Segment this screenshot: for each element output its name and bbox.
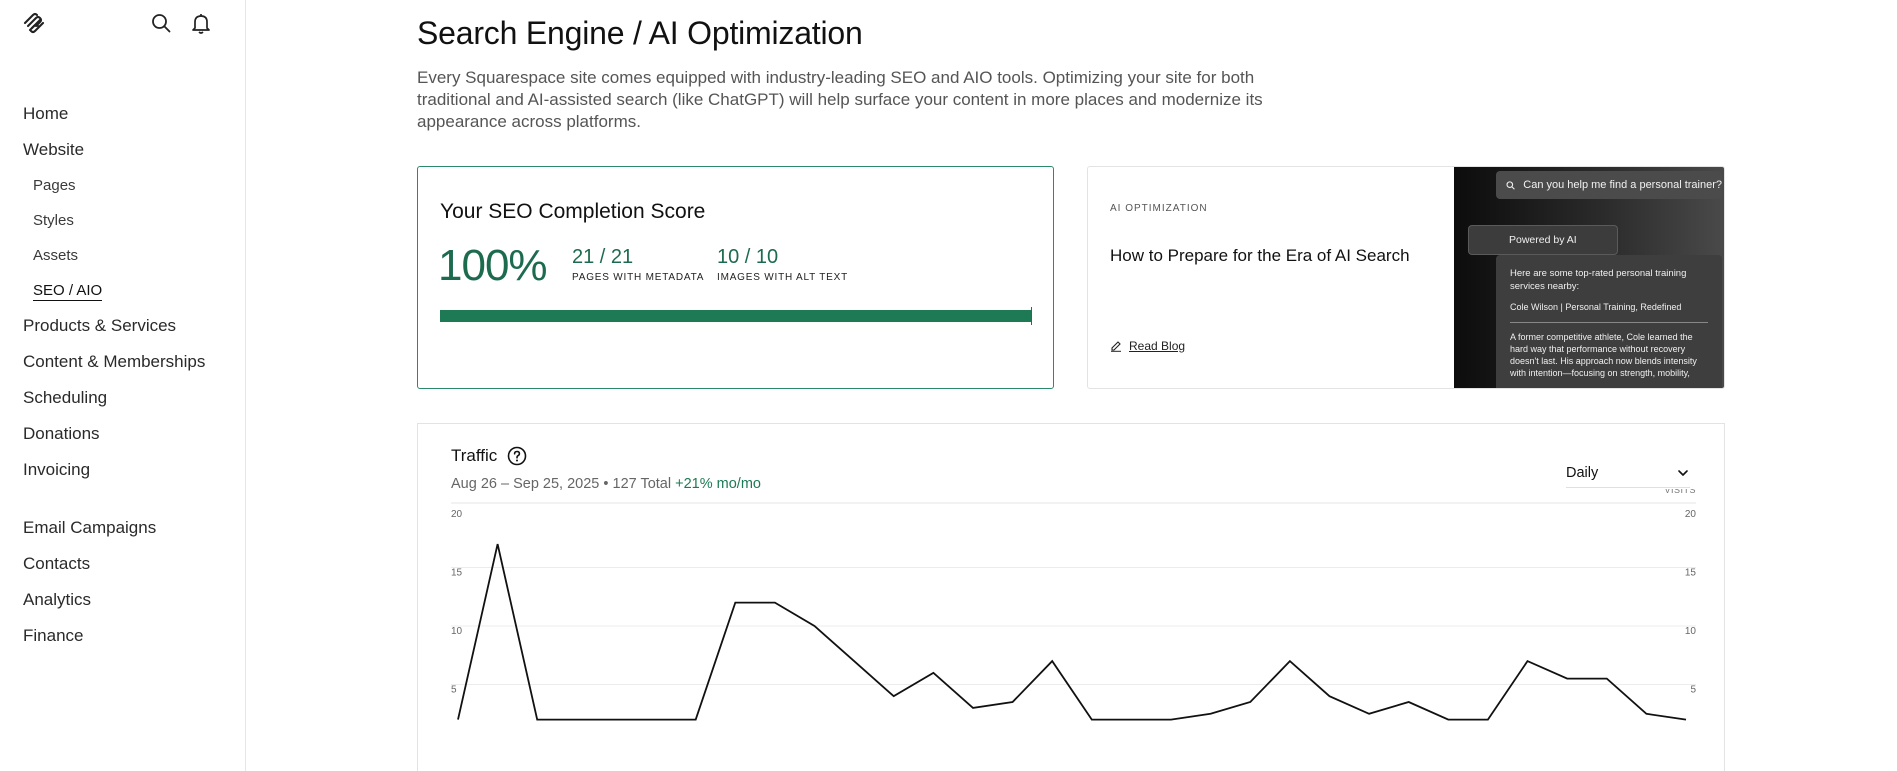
- chart-tick-left: 20: [451, 509, 463, 520]
- traffic-header: Traffic: [451, 446, 527, 466]
- stat-value: 21 / 21: [572, 246, 634, 268]
- chart-tick-left: 15: [451, 568, 463, 579]
- range-select-value: Daily: [1566, 464, 1599, 481]
- seo-progress-bar: [440, 307, 1032, 325]
- chart-axis-label-visits: VISITS: [1664, 489, 1696, 495]
- chart-tick-right: 20: [1685, 509, 1697, 520]
- ai-search-preview-image: Can you help me find a personal trainer?…: [1454, 167, 1724, 388]
- traffic-total: 127 Total: [612, 476, 672, 492]
- seo-score-card: Your SEO Completion Score 100% 21 / 21 P…: [417, 166, 1054, 389]
- seo-progress-fill: [440, 310, 1031, 322]
- ai-optimization-card[interactable]: AI OPTIMIZATION How to Prepare for the E…: [1087, 166, 1725, 389]
- read-blog-label: Read Blog: [1129, 339, 1186, 353]
- help-icon[interactable]: [507, 446, 527, 466]
- stat-value: 10 / 10: [717, 246, 779, 268]
- search-icon: [1506, 180, 1515, 190]
- ai-answer-result-name: Cole Wilson | Personal Training, Redefin…: [1510, 301, 1708, 323]
- edit-icon: [1111, 341, 1121, 352]
- ai-answer-panel: Here are some top-rated personal trainin…: [1496, 255, 1722, 388]
- sidebar-item-products-services[interactable]: Products & Services: [23, 316, 177, 335]
- traffic-separator: •: [603, 476, 609, 492]
- chevron-down-icon: [1678, 469, 1688, 476]
- sidebar-item-styles[interactable]: Styles: [33, 212, 74, 229]
- main-content: Search Engine / AI Optimization Every Sq…: [247, 0, 1897, 771]
- seo-card-title: Your SEO Completion Score: [440, 200, 706, 223]
- traffic-chart: VISITS 20 20 15 15 10 10 5 5: [451, 489, 1697, 721]
- sidebar-item-assets[interactable]: Assets: [33, 247, 79, 264]
- traffic-title: Traffic: [451, 446, 498, 465]
- stat-images-alt-text: 10 / 10 IMAGES WITH ALT TEXT: [717, 246, 848, 283]
- sidebar-header: [0, 0, 246, 46]
- seo-progress-marker: [1030, 307, 1032, 325]
- traffic-date-range: Aug 26 – Sep 25, 2025: [451, 476, 600, 492]
- stat-label: PAGES WITH METADATA: [572, 272, 705, 283]
- ai-answer-result-text: A former competitive athlete, Cole learn…: [1510, 332, 1697, 378]
- traffic-summary: Aug 26 – Sep 25, 2025 • 127 Total +21% m…: [451, 476, 761, 492]
- chart-tick-right: 10: [1685, 626, 1697, 637]
- sidebar: Home Website Pages Styles Assets SEO / A…: [0, 0, 246, 771]
- sidebar-item-scheduling[interactable]: Scheduling: [23, 388, 108, 407]
- sidebar-item-home[interactable]: Home: [23, 104, 69, 123]
- sidebar-item-donations[interactable]: Donations: [23, 424, 100, 443]
- stat-label: IMAGES WITH ALT TEXT: [717, 272, 849, 283]
- chart-tick-left: 10: [451, 626, 463, 637]
- page-title: Search Engine / AI Optimization: [417, 15, 863, 51]
- bell-icon[interactable]: [190, 12, 212, 34]
- squarespace-logo-icon[interactable]: [22, 12, 46, 34]
- sidebar-item-seo-aio[interactable]: SEO / AIO: [33, 282, 103, 301]
- ai-card-eyebrow: AI OPTIMIZATION: [1110, 203, 1208, 214]
- chart-line-visits: [457, 543, 1687, 721]
- sidebar-item-website[interactable]: Website: [23, 140, 85, 159]
- traffic-card: Traffic Aug 26 – Sep 25, 2025 • 127 Tota…: [417, 423, 1725, 771]
- chart-tick-right: 15: [1685, 568, 1697, 579]
- chart-tick-left: 5: [451, 685, 457, 696]
- page-description: Every Squarespace site comes equipped wi…: [417, 68, 1263, 131]
- search-icon[interactable]: [150, 12, 172, 34]
- ai-card-title: How to Prepare for the Era of AI Search: [1110, 246, 1410, 265]
- stat-pages-metadata: 21 / 21 PAGES WITH METADATA: [572, 246, 704, 283]
- sidebar-item-analytics[interactable]: Analytics: [23, 590, 92, 609]
- seo-score-value: 100%: [438, 241, 548, 290]
- traffic-change: +21% mo/mo: [675, 476, 761, 492]
- range-select-dropdown[interactable]: Daily: [1566, 458, 1690, 488]
- powered-by-ai-badge: Powered by AI: [1468, 225, 1618, 255]
- chart-tick-right: 5: [1690, 685, 1696, 696]
- ai-query-box: Can you help me find a personal trainer?: [1496, 171, 1722, 199]
- read-blog-link[interactable]: Read Blog: [1110, 339, 1185, 353]
- sidebar-item-pages[interactable]: Pages: [33, 177, 76, 194]
- sidebar-item-contacts[interactable]: Contacts: [23, 554, 91, 573]
- sidebar-item-content-memberships[interactable]: Content & Memberships: [23, 352, 206, 371]
- sidebar-item-email-campaigns[interactable]: Email Campaigns: [23, 518, 157, 537]
- sidebar-item-finance[interactable]: Finance: [23, 626, 84, 645]
- ai-answer-intro: Here are some top-rated personal trainin…: [1510, 268, 1687, 292]
- ai-query-text: Can you help me find a personal trainer?: [1523, 179, 1722, 191]
- sidebar-item-invoicing[interactable]: Invoicing: [23, 460, 91, 479]
